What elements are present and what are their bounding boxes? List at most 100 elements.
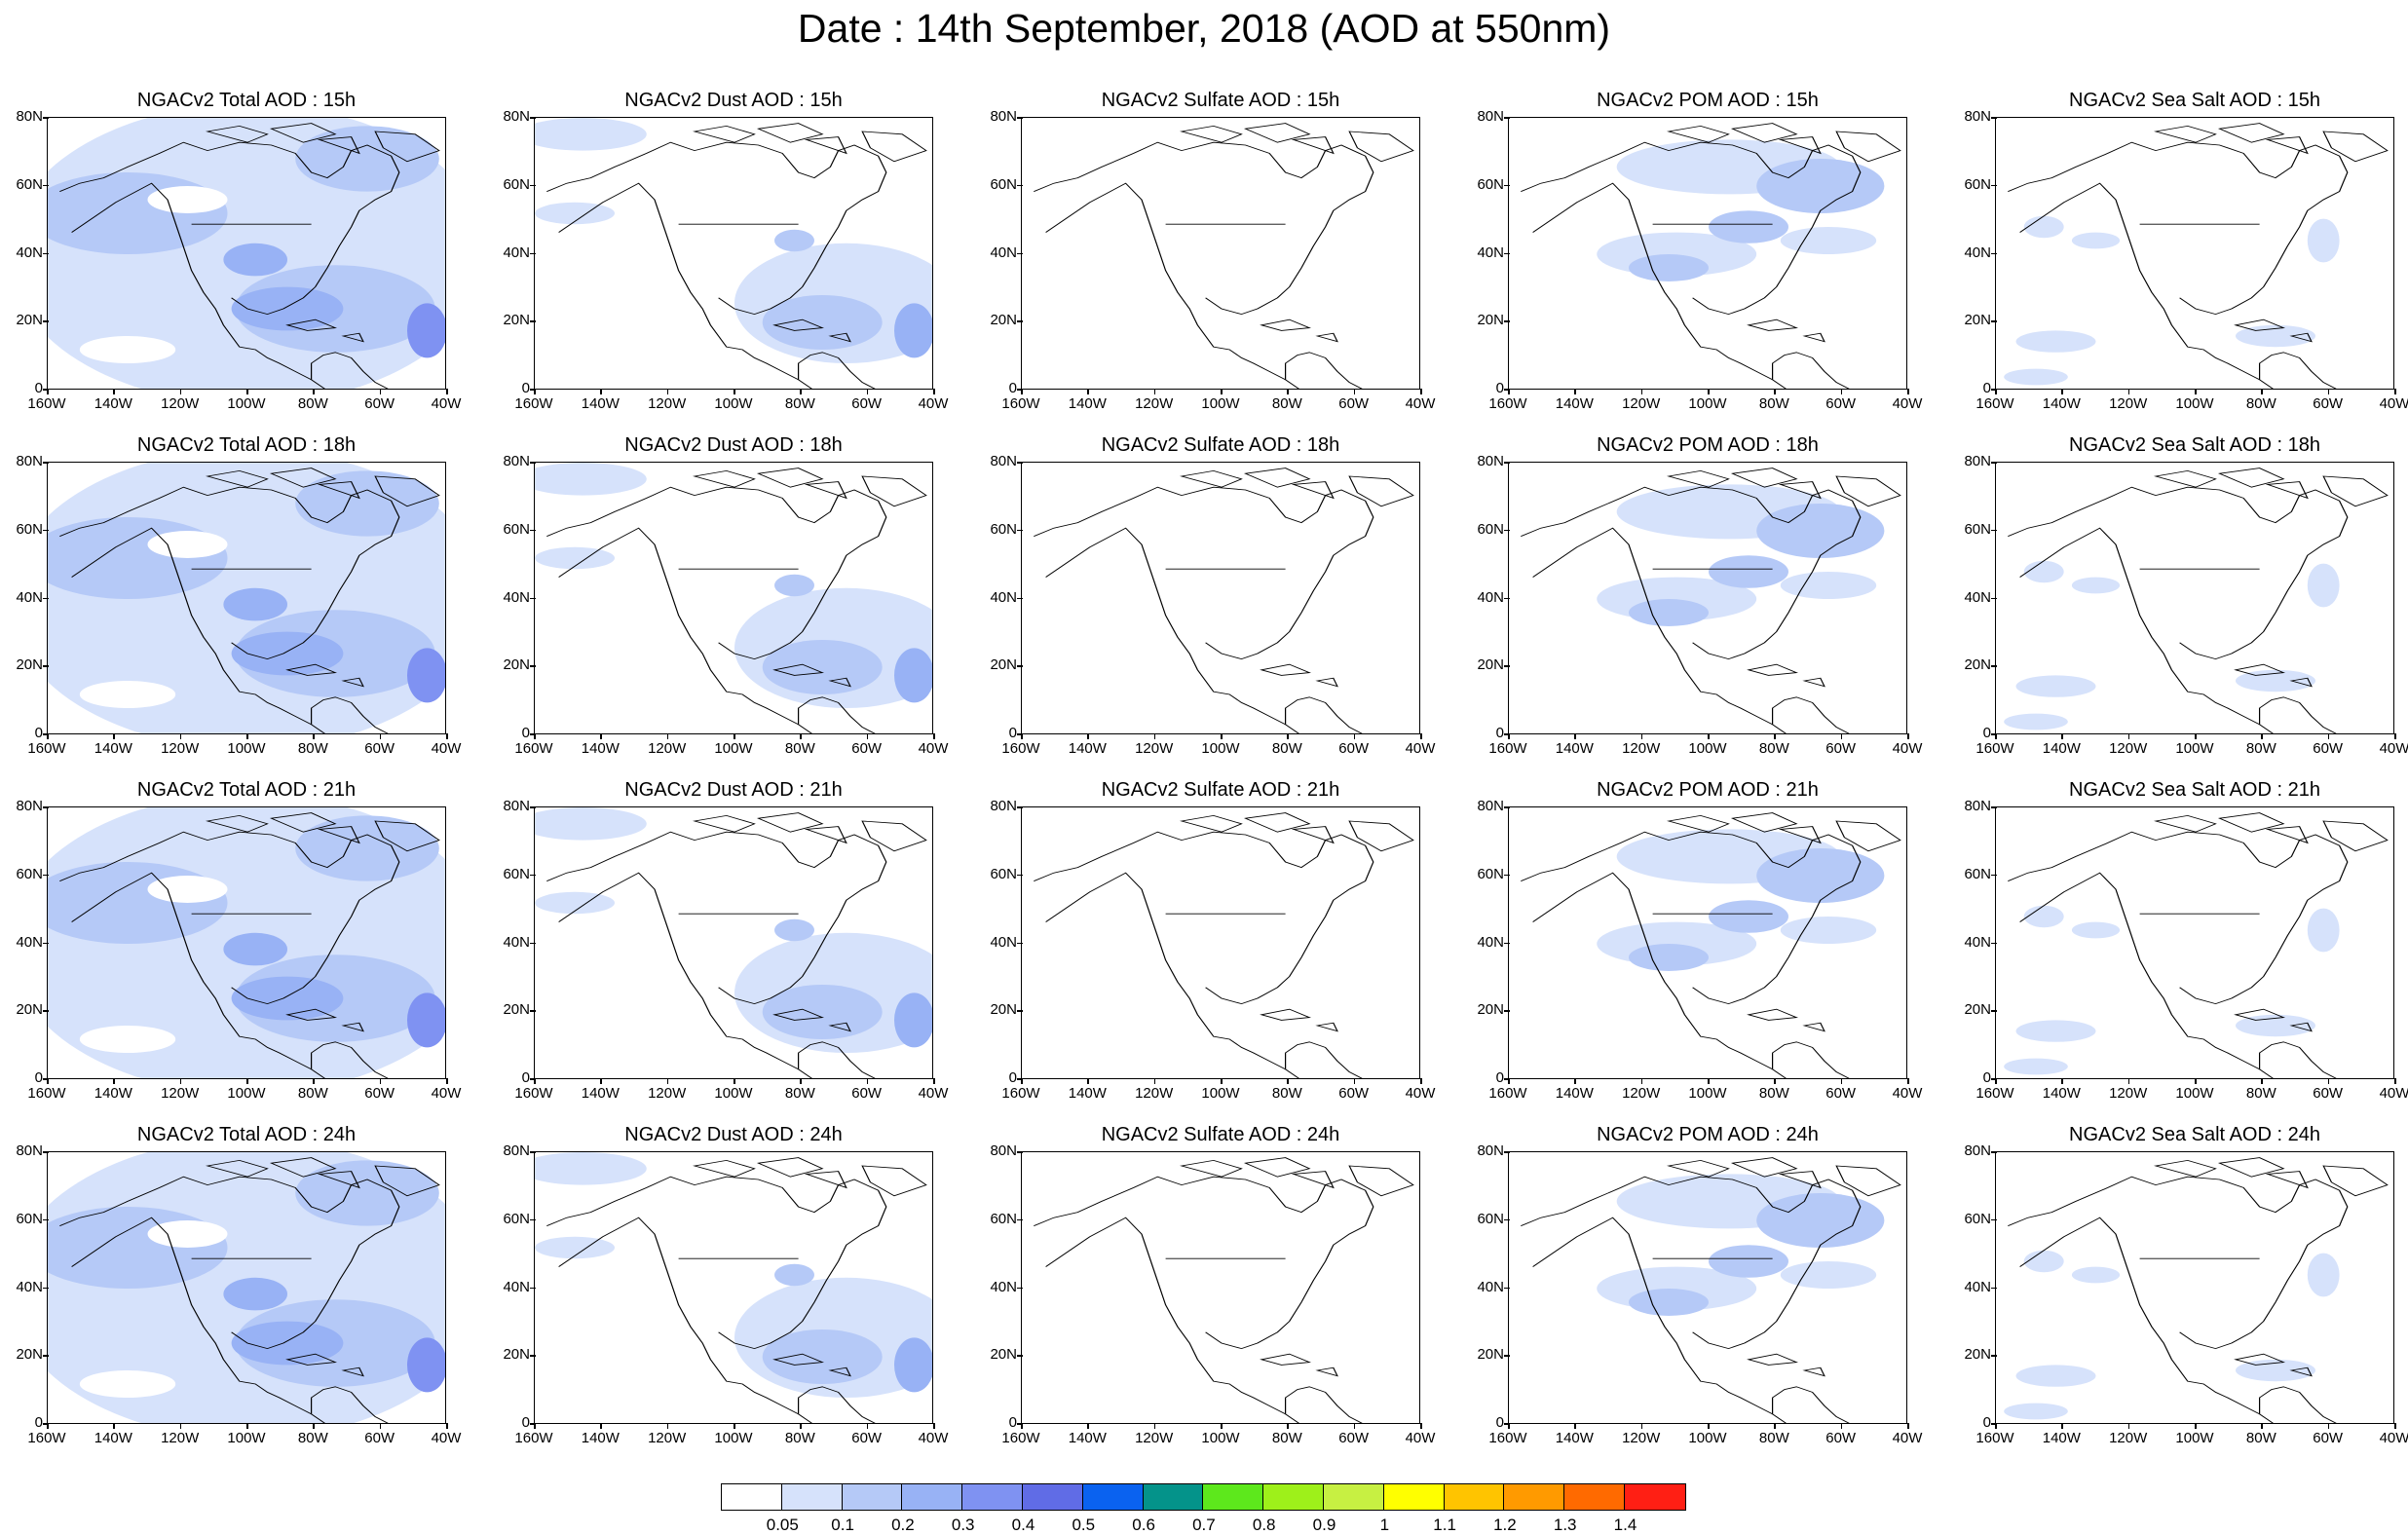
latitude-tick [43,184,49,187]
aod-shading [762,640,883,694]
longitude-label: 80W [2245,1085,2276,1102]
map-panel: NGACv2 Total AOD : 18h 80N 60N 40N 20N 0 160W 1… [0,434,487,766]
map-svg [48,807,445,1078]
latitude-label: 80N [1477,453,1504,469]
latitude-tick [1504,1151,1510,1153]
longitude-label: 40W [1892,740,1923,757]
latitude-label: 60N [1477,1210,1504,1227]
latitude-tick [1017,665,1023,667]
coastline-path [2007,486,2349,733]
latitude-tick [1991,1287,1997,1289]
coastline-path [1520,141,1862,389]
latitude-tick [43,389,49,391]
latitude-tick [530,1151,536,1153]
map-panel: NGACv2 Dust AOD : 18h 80N 60N 40N 20N 0 160W 14… [487,434,974,766]
longitude-label: 120W [161,1085,200,1102]
longitude-tick [933,1423,935,1429]
longitude-tick [313,1423,315,1429]
longitude-label: 160W [1488,395,1527,412]
coastline-path [546,141,887,389]
longitude-label: 40W [431,1085,462,1102]
latitude-label: 0 [1495,380,1504,396]
longitude-tick [2195,733,2197,739]
aod-shading [1629,599,1709,626]
longitude-label: 120W [2109,1430,2148,1446]
longitude-label: 140W [94,1085,132,1102]
map-panel: NGACv2 Sea Salt AOD : 15h 80N 60N 40N 20N 0 16… [1948,90,2408,421]
aod-shading [894,992,932,1048]
latitude-tick [1504,389,1510,391]
map-panel: NGACv2 POM AOD : 15h 80N 60N 40N 20N 0 160W 140… [1461,90,1948,421]
latitude-tick [1991,1078,1997,1080]
longitude-label: 100W [227,1430,266,1446]
coastline-path [693,812,927,1032]
map-svg [2004,468,2389,733]
aod-map [47,806,446,1079]
colorbar-label: 1.2 [1493,1516,1517,1534]
latitude-label: 0 [1008,1069,1017,1086]
aod-shading [1629,254,1709,281]
longitude-tick [379,1423,382,1429]
longitude-label: 60W [1825,740,1857,757]
aod-map [1995,1151,2394,1424]
latitude-label: 40N [16,243,43,261]
longitude-label: 160W [514,1430,553,1446]
latitude-label: 60N [16,175,43,193]
aod-shading [223,1277,287,1311]
coastline-path [1667,1157,1901,1377]
longitude-tick [734,389,735,394]
latitude-label: 0 [1008,380,1017,396]
aod-shading [2004,368,2068,386]
aod-shading [2307,1253,2340,1297]
longitude-label: 160W [1001,395,1040,412]
coastline-path [1180,468,1414,688]
longitude-label: 140W [1555,395,1594,412]
longitude-label: 60W [851,1430,883,1446]
coastline-path [546,1176,887,1423]
longitude-label: 100W [714,395,753,412]
longitude-label: 140W [1068,395,1107,412]
longitude-label: 140W [1555,740,1594,757]
longitude-label: 140W [1068,1430,1107,1446]
coastline [1520,123,1901,389]
aod-map [534,117,933,390]
longitude-tick [1774,1423,1776,1429]
longitude-tick [179,1423,182,1429]
coastline-path [1033,141,1374,389]
longitude-label: 40W [2379,1085,2408,1102]
longitude-tick [933,1078,935,1084]
colorbar-swatch [722,1484,782,1510]
longitude-label: 40W [1892,395,1923,412]
longitude-tick [1640,1078,1643,1084]
longitude-label: 140W [94,395,132,412]
latitude-tick [1991,733,1997,735]
coastline-path [1033,486,1374,733]
aod-shading [2307,563,2340,608]
aod-shading [2004,1058,2068,1075]
longitude-tick [47,389,49,394]
colorbar-swatch [962,1484,1023,1510]
aod-shading [762,1329,883,1384]
latitude-tick [530,1423,536,1425]
longitude-tick [600,1078,602,1084]
longitude-tick [179,1078,182,1084]
map-panel: NGACv2 Dust AOD : 24h 80N 60N 40N 20N 0 160W 14… [487,1124,974,1455]
longitude-tick [1840,733,1843,739]
latitude-label: 80N [1477,1142,1504,1159]
aod-shading [2307,218,2340,263]
colorbar-label: 0.7 [1192,1516,1216,1534]
panel-title: NGACv2 POM AOD : 15h [1597,90,1819,111]
coastline-path [1667,468,1901,688]
coastline [58,468,440,733]
longitude-tick [446,733,448,739]
longitude-label: 80W [1758,1085,1789,1102]
map-panel: NGACv2 Total AOD : 21h 80N 60N 40N 20N 0 160W 1… [0,779,487,1110]
longitude-tick [2061,733,2063,739]
longitude-label: 40W [2379,740,2408,757]
colorbar-label: 0.9 [1312,1516,1336,1534]
latitude-label: 40N [16,1278,43,1295]
latitude-tick [1017,389,1023,391]
longitude-tick [313,389,315,394]
aod-shading [774,918,814,942]
longitude-tick [2261,733,2263,739]
